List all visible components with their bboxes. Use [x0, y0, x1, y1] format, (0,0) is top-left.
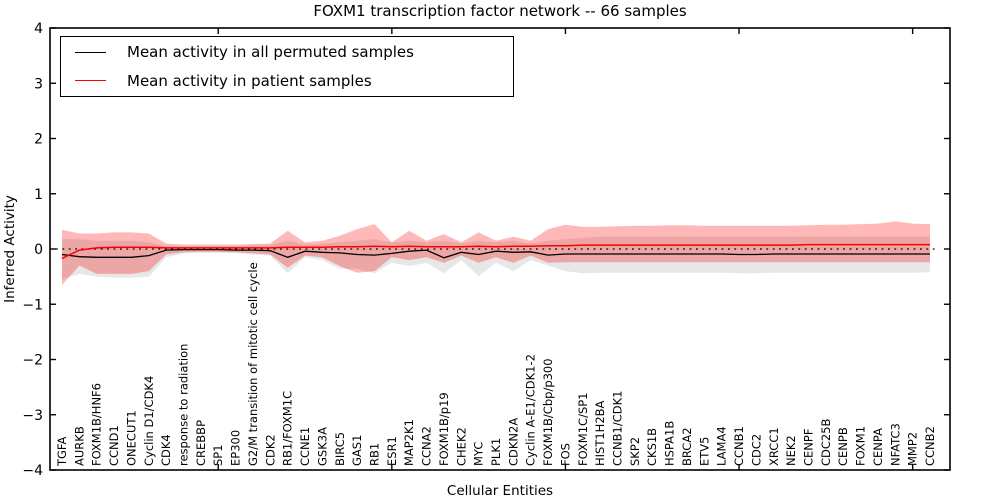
x-tick-label: SP1: [211, 444, 225, 466]
x-tick-label: HIST1H2BA: [593, 400, 607, 466]
x-tick-label: FOXM1C/SP1: [576, 392, 590, 466]
y-tick-label: 2: [34, 132, 43, 148]
x-tick-label: FOXM1B/HNF6: [90, 383, 104, 466]
chart-legend: Mean activity in all permuted samples Me…: [60, 36, 514, 97]
x-tick-label: FOXM1B/Cbp/p300: [541, 358, 555, 466]
x-tick-label: XRCC1: [767, 427, 781, 466]
patient-mean-line: [61, 243, 930, 260]
legend-label-patient: Mean activity in patient samples: [127, 71, 372, 90]
x-tick-label: G2/M transition of mitotic cell cycle: [246, 262, 260, 466]
x-tick-label: CCNB2: [923, 426, 937, 466]
plot-content: 4 3 2 1 0 −1 −2 −3 −4 TGFA AURKB FOXM1B/HNF6 CCND1 ON…: [22, 21, 951, 479]
x-tick-label: CKS1B: [645, 428, 659, 466]
x-tick-label: CCNB1: [732, 426, 746, 466]
x-tick-label: CDK4: [159, 434, 173, 466]
x-tick-label: ESR1: [385, 436, 399, 466]
x-tick-label: CDKN2A: [506, 418, 520, 466]
x-tick-label: response to radiation: [177, 344, 191, 466]
x-tick-label: RB1: [368, 443, 382, 466]
x-tick-label: Cyclin D1/CDK4: [142, 376, 156, 466]
x-tick-label: CCNE1: [298, 427, 312, 466]
x-tick-label: AURKB: [72, 426, 86, 466]
y-tick-label: 3: [34, 76, 43, 92]
legend-entry-patient: Mean activity in patient samples: [61, 68, 513, 94]
x-tick-label: MAP2K1: [402, 419, 416, 466]
x-tick-label: NFATC3: [888, 423, 902, 466]
x-tick-label: FOS: [558, 443, 572, 466]
x-tick-label: CDC25B: [819, 418, 833, 466]
x-tick-label: BRCA2: [680, 427, 694, 466]
x-tick-label: ONECUT1: [124, 410, 138, 466]
y-tick-label: 1: [34, 187, 43, 203]
permuted-line-sample-icon: [75, 51, 106, 53]
legend-label-permuted: Mean activity in all permuted samples: [127, 43, 414, 62]
patient-band: [62, 221, 930, 285]
x-tick-label: CENPA: [871, 428, 885, 466]
x-tick-label: HSPA1B: [663, 421, 677, 466]
x-tick-label: CHEK2: [454, 427, 468, 466]
y-tick-label: −4: [22, 463, 43, 479]
y-tick-label: 0: [34, 242, 43, 258]
x-tick-label: Cyclin A-E1/CDK1-2: [524, 354, 538, 466]
x-tick-label: CDK2: [263, 434, 277, 466]
x-tick-label: RB1/FOXM1C: [281, 391, 295, 466]
y-tick-label: −3: [22, 408, 43, 424]
x-tick-label: MMP2: [906, 432, 920, 466]
permuted-mean-line: [61, 248, 930, 259]
x-tick-label: NEK2: [784, 435, 798, 466]
x-tick-label: BIRC5: [333, 432, 347, 466]
x-tick-label: GSK3A: [315, 427, 329, 466]
x-tick-label: SKP2: [628, 437, 642, 466]
x-tick-label: CENPF: [802, 429, 816, 466]
legend-entry-permuted: Mean activity in all permuted samples: [61, 39, 513, 65]
x-tick-label: FOXM1B/p19: [437, 392, 451, 466]
chart-title: FOXM1 transcription factor network -- 66…: [313, 2, 687, 20]
x-tick-label: CCNB1/CDK1: [611, 391, 625, 467]
x-tick-label: LAMA4: [715, 426, 729, 466]
x-tick-label: EP300: [229, 430, 243, 466]
x-tick-label: FOXM1: [854, 426, 868, 466]
y-axis-label: Inferred Activity: [2, 195, 18, 303]
x-tick-label: CDC2: [749, 434, 763, 466]
x-tick-label: ETV5: [697, 437, 711, 466]
x-tick-label: GAS1: [350, 435, 364, 466]
y-tick-label: −2: [22, 353, 43, 369]
y-tick-label: −1: [22, 297, 43, 313]
x-tick-label: PLK1: [489, 438, 503, 466]
x-tick-label: CENPB: [836, 427, 850, 466]
x-tick-label: TGFA: [55, 437, 69, 467]
x-axis-label: Cellular Entities: [447, 483, 553, 499]
x-tick-label: CCNA2: [420, 426, 434, 466]
x-tick-label: MYC: [472, 442, 486, 466]
patient-line-sample-icon: [75, 80, 106, 82]
y-tick-label: 4: [34, 21, 43, 37]
x-tick-label: CREBBP: [194, 420, 208, 466]
x-tick-label: CCND1: [107, 425, 121, 466]
